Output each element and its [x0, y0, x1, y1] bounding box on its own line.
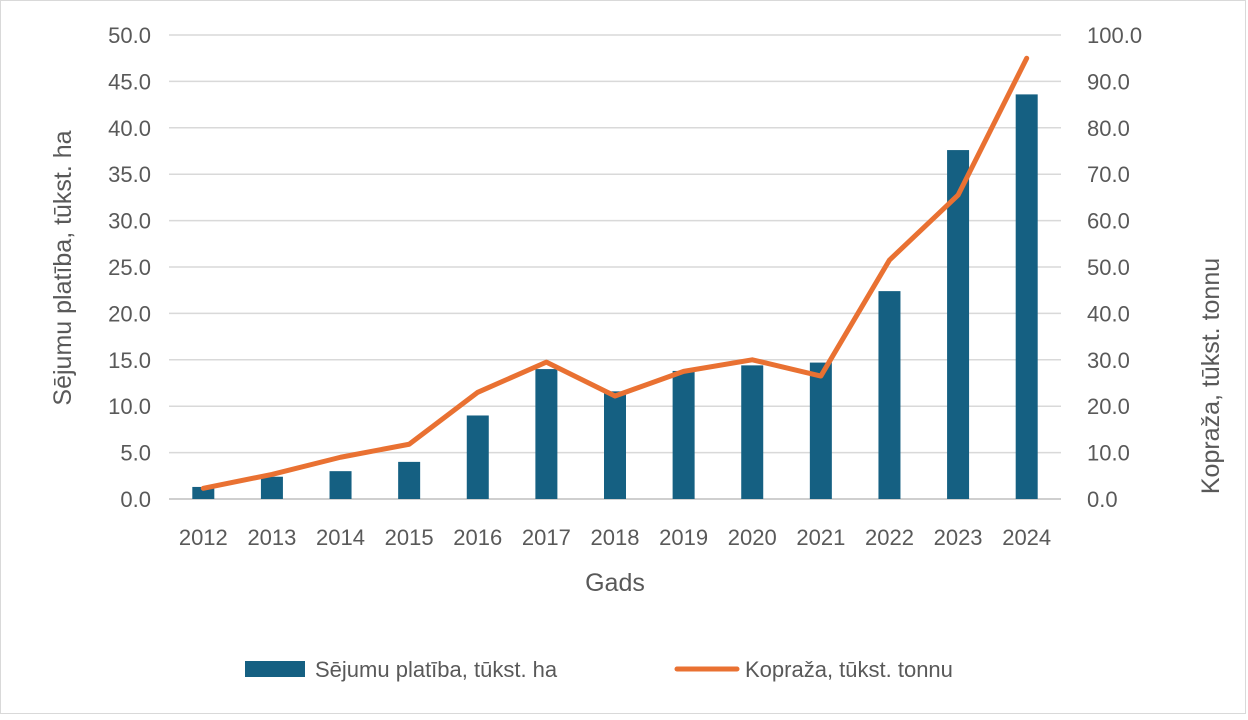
left-axis-title: Sējumu platība, tūkst. ha: [49, 130, 77, 405]
bar: [192, 486, 215, 499]
bar: [809, 362, 832, 499]
x-axis-tick-label: 2023: [934, 525, 983, 550]
x-axis-tick-label: 2014: [316, 525, 365, 550]
bar: [398, 461, 421, 499]
x-axis-tick-label: 2013: [247, 525, 296, 550]
right-axis-tick-label: 50.0: [1087, 255, 1130, 280]
x-axis-tick-label: 2018: [591, 525, 640, 550]
x-axis-ticks: 2012 2013 2014 2015 2016 2017 2018 2019 2020 2021…: [179, 525, 1051, 550]
bar: [878, 291, 901, 499]
x-axis-tick-label: 2020: [728, 525, 777, 550]
right-axis-tick-label: 90.0: [1087, 69, 1130, 94]
bar: [947, 150, 970, 499]
left-axis-tick-label: 20.0: [108, 301, 151, 326]
line-path: [200, 55, 1030, 491]
left-axis-tick-label: 45.0: [108, 69, 151, 94]
left-axis-tick-label: 25.0: [108, 255, 151, 280]
left-axis-tick-label: 40.0: [108, 116, 151, 141]
right-axis-tick-label: 0.0: [1087, 487, 1118, 512]
bar: [604, 391, 626, 499]
right-axis-tick-label: 40.0: [1087, 301, 1130, 326]
x-axis-title: Gads: [585, 569, 645, 597]
bar: [260, 476, 283, 499]
bar: [1015, 94, 1038, 499]
right-axis-tick-label: 80.0: [1087, 116, 1130, 141]
legend-label-line: Kopraža, tūkst. tonnu: [745, 657, 953, 682]
right-axis-tick-label: 70.0: [1087, 162, 1130, 187]
left-axis-tick-label: 5.0: [120, 441, 151, 466]
right-axis-tick-label: 10.0: [1087, 441, 1130, 466]
left-axis-tick-label: 35.0: [108, 162, 151, 187]
x-axis-tick-label: 2012: [179, 525, 228, 550]
x-axis-tick-label: 2022: [865, 525, 914, 550]
x-axis-tick-label: 2021: [796, 525, 845, 550]
bar: [329, 471, 352, 499]
bar: [672, 370, 695, 499]
bar: [535, 369, 558, 499]
x-axis-tick-label: 2015: [385, 525, 434, 550]
x-axis-tick-label: 2017: [522, 525, 571, 550]
left-axis-tick-label: 15.0: [108, 348, 151, 373]
legend-label-bar: Sējumu platība, tūkst. ha: [315, 657, 558, 682]
left-axis-tick-label: 10.0: [108, 394, 151, 419]
x-axis-tick-label: 2016: [453, 525, 502, 550]
right-axis-tick-label: 60.0: [1087, 209, 1130, 234]
gridlines: [169, 34, 1061, 500]
x-axis-tick-label: 2024: [1002, 525, 1051, 550]
x-axis-tick-label: 2019: [659, 525, 708, 550]
bar-series: [192, 94, 1038, 499]
bar: [466, 415, 489, 499]
right-axis-tick-label: 20.0: [1087, 394, 1130, 419]
bar: [741, 365, 764, 499]
left-axis-ticks: 0.0 5.0 10.0 15.0 20.0 25.0 30.0 35.0 40.0 45.0 50…: [108, 23, 151, 512]
left-axis-tick-label: 0.0: [120, 487, 151, 512]
left-axis-tick-label: 50.0: [108, 23, 151, 48]
legend-swatch-bar: [245, 661, 305, 677]
legend: Sējumu platība, tūkst. ha Kopraža, tūkst…: [245, 657, 953, 682]
right-axis-tick-label: 100.0: [1087, 23, 1142, 48]
right-axis-title: Kopraža, tūkst. tonnu: [1197, 258, 1225, 494]
right-axis-tick-label: 30.0: [1087, 348, 1130, 373]
right-axis-ticks: 0.0 10.0 20.0 30.0 40.0 50.0 60.0 70.0 80.0 90.0 1…: [1087, 23, 1142, 512]
left-axis-tick-label: 30.0: [108, 209, 151, 234]
line-series: [200, 55, 1030, 491]
